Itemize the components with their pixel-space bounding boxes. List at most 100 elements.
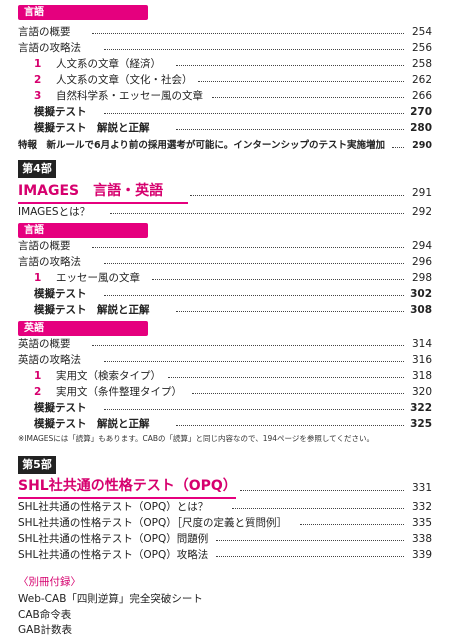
toc-entry-page: 294 — [411, 240, 432, 252]
leader-dots — [104, 49, 404, 50]
toc-entry-page: 335 — [411, 517, 432, 529]
toc-entry-page: 254 — [411, 26, 432, 38]
leader-dots — [168, 377, 404, 378]
toc-entry[interactable]: 模擬テスト 解説と正解 280 — [0, 120, 450, 136]
toc-entry-special[interactable]: 特報 新ルールで6月より前の採用選考が可能に。インターンシップのテスト実施増加 … — [0, 138, 450, 154]
part-title: IMAGES 言語・英語 — [18, 183, 164, 199]
section-header-language: 言語 — [18, 5, 148, 20]
toc-entry-page: 308 — [410, 304, 432, 316]
toc-entry-label: 英語の攻略法 — [18, 354, 81, 366]
part-badge: 第4部 — [18, 160, 56, 178]
toc-entry-page: 298 — [411, 272, 432, 284]
toc-entry[interactable]: IMAGESとは？ 292 — [0, 204, 450, 220]
part-badge: 第5部 — [18, 456, 56, 474]
toc-entry[interactable]: 模擬テスト 270 — [0, 104, 450, 120]
toc-entry[interactable]: 言語の攻略法 256 — [0, 40, 450, 56]
toc-entry-label: 英語の概要 — [18, 338, 71, 350]
item-number: 1 — [34, 58, 42, 70]
toc-entry-page: 280 — [410, 122, 432, 134]
toc-entry-label: 言語の攻略法 — [18, 42, 81, 54]
toc-entry[interactable]: 模擬テスト 解説と正解 308 — [0, 302, 450, 318]
toc-entry[interactable]: 英語の概要 314 — [0, 336, 450, 352]
toc-entry-label: SHL社共通の性格テスト（OPQ）攻略法 — [18, 549, 209, 561]
toc-entry[interactable]: 模擬テスト 解説と正解 325 — [0, 416, 450, 432]
toc-entry-page: 292 — [411, 206, 432, 218]
toc-entry-page: 291 — [411, 187, 432, 199]
item-number: 3 — [34, 90, 42, 102]
toc-entry[interactable]: 言語の概要 254 — [0, 24, 450, 40]
toc-entry[interactable]: 英語の攻略法 316 — [0, 352, 450, 368]
toc-entry[interactable]: 2 実用文（条件整理タイプ） 320 — [0, 384, 450, 400]
appendix-item[interactable]: GAB計数表 — [18, 624, 73, 636]
leader-dots — [300, 524, 404, 525]
part-title-entry[interactable]: SHL社共通の性格テスト（OPQ） 331 — [0, 478, 450, 498]
toc-entry-label: 模擬テスト — [34, 402, 87, 414]
toc-entry[interactable]: SHL社共通の性格テスト（OPQ）問題例 338 — [0, 531, 450, 547]
leader-dots — [240, 490, 404, 491]
toc-entry-page: 316 — [411, 354, 432, 366]
section-header-language: 言語 — [18, 223, 148, 238]
toc-entry[interactable]: SHL社共通の性格テスト（OPQ）攻略法 339 — [0, 547, 450, 563]
toc-entry-page: 256 — [411, 42, 432, 54]
leader-dots — [92, 247, 404, 248]
item-number: 1 — [34, 272, 42, 284]
toc-entry-label: エッセー風の文章 — [56, 272, 140, 284]
toc-entry[interactable]: SHL社共通の性格テスト（OPQ）とは？ 332 — [0, 499, 450, 515]
leader-dots — [92, 33, 404, 34]
title-underline — [18, 497, 236, 499]
leader-dots — [176, 65, 404, 66]
appendix-title: 〈別冊付録〉 — [18, 576, 81, 588]
toc-entry[interactable]: 1 エッセー風の文章 298 — [0, 270, 450, 286]
title-underline — [18, 202, 188, 204]
leader-dots — [104, 295, 404, 296]
toc-entry-page: 331 — [411, 482, 432, 494]
leader-dots — [104, 113, 404, 114]
footnote: ※IMAGESには「読算」もあります。CABの「読算」と同じ内容なので、194ペ… — [18, 434, 374, 443]
toc-entry[interactable]: 模擬テスト 302 — [0, 286, 450, 302]
leader-dots — [110, 213, 404, 214]
leader-dots — [216, 556, 404, 557]
toc-entry-label: SHL社共通の性格テスト（OPQ）とは？ — [18, 501, 209, 513]
part-title: SHL社共通の性格テスト（OPQ） — [18, 478, 237, 494]
toc-entry-label: IMAGESとは？ — [18, 206, 91, 218]
toc-entry[interactable]: 2 人文系の文章（文化・社会） 262 — [0, 72, 450, 88]
item-number: 2 — [34, 74, 42, 86]
leader-dots — [176, 425, 404, 426]
toc-entry-label: 特報 新ルールで6月より前の採用選考が可能に。インターンシップのテスト実施増加 — [18, 140, 385, 151]
toc-entry[interactable]: 言語の概要 294 — [0, 238, 450, 254]
toc-entry-label: 人文系の文章（経済） — [56, 58, 161, 70]
part-title-entry[interactable]: IMAGES 言語・英語 291 — [0, 183, 450, 203]
toc-entry[interactable]: 模擬テスト 322 — [0, 400, 450, 416]
leader-dots — [104, 263, 404, 264]
toc-entry[interactable]: 3 自然科学系・エッセー風の文章 266 — [0, 88, 450, 104]
appendix-item[interactable]: CAB命令表 — [18, 609, 72, 621]
section-header-english: 英語 — [18, 321, 148, 336]
toc-entry[interactable]: 言語の攻略法 296 — [0, 254, 450, 270]
leader-dots — [192, 393, 404, 394]
toc-entry-page: 325 — [410, 418, 432, 430]
leader-dots — [190, 195, 404, 196]
leader-dots — [104, 409, 404, 410]
toc-entry-label: SHL社共通の性格テスト（OPQ）問題例 — [18, 533, 209, 545]
toc-entry-page: 339 — [411, 549, 432, 561]
toc-entry-page: 296 — [411, 256, 432, 268]
toc-entry-page: 258 — [411, 58, 432, 70]
toc-entry-page: 266 — [411, 90, 432, 102]
toc-entry-page: 320 — [411, 386, 432, 398]
toc-entry-label: 言語の概要 — [18, 240, 71, 252]
leader-dots — [212, 97, 404, 98]
toc-entry-page: 302 — [410, 288, 432, 300]
toc-entry-page: 314 — [411, 338, 432, 350]
toc-entry-page: 332 — [411, 501, 432, 513]
toc-entry-page: 270 — [410, 106, 432, 118]
toc-entry-page: 318 — [411, 370, 432, 382]
toc-entry-label: 実用文（検索タイプ） — [56, 370, 161, 382]
toc-entry[interactable]: 1 人文系の文章（経済） 258 — [0, 56, 450, 72]
appendix-item[interactable]: Web-CAB「四則逆算」完全突破シート — [18, 593, 203, 605]
toc-entry[interactable]: SHL社共通の性格テスト（OPQ）［尺度の定義と質問例］ 335 — [0, 515, 450, 531]
toc-entry-label: 模擬テスト — [34, 106, 87, 118]
toc-entry[interactable]: 1 実用文（検索タイプ） 318 — [0, 368, 450, 384]
leader-dots — [392, 147, 404, 148]
toc-entry-label: 言語の攻略法 — [18, 256, 81, 268]
